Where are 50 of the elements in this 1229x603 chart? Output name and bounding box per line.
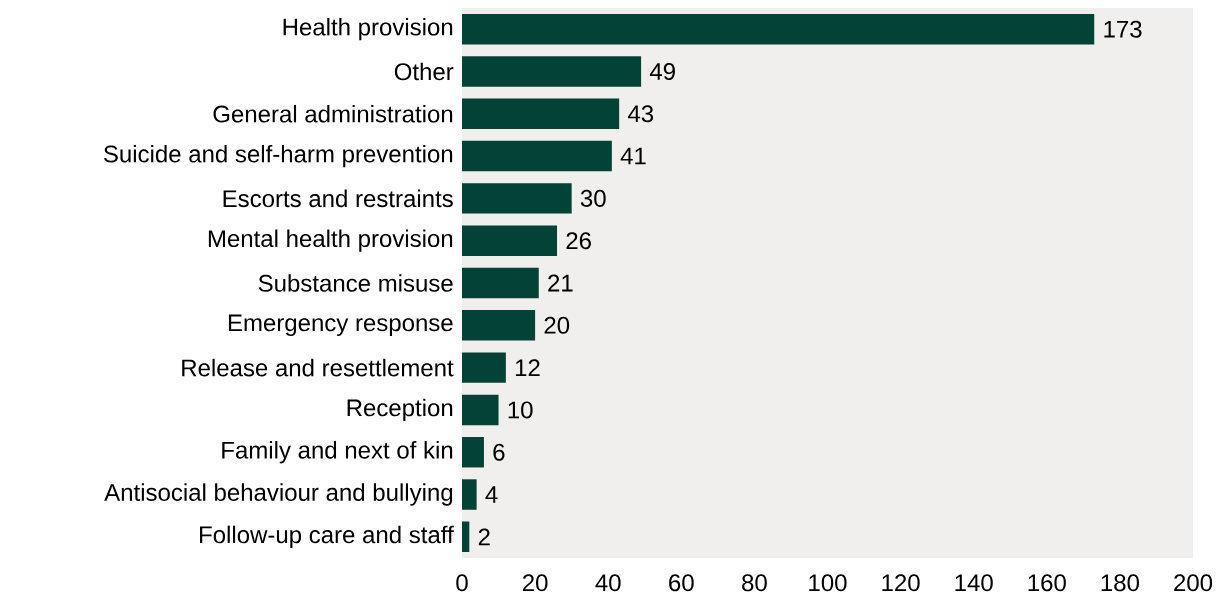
y-tick-label: Health provision xyxy=(283,17,453,41)
x-tick-label: 100 xyxy=(809,574,847,592)
x-tick-label: 20 xyxy=(522,574,548,592)
x-tick-label: 140 xyxy=(955,574,993,592)
y-tick-label: Antisocial behaviour and bullying xyxy=(104,483,453,506)
bar xyxy=(462,267,539,299)
y-tick-label: Follow-up care and staff xyxy=(200,525,454,549)
x-tick-label: 120 xyxy=(882,574,920,592)
y-tick-label: Suicide and self-harm prevention xyxy=(103,144,453,168)
x-tick-label: 0 xyxy=(456,574,468,592)
data-label: 2 xyxy=(478,528,490,546)
data-label: 20 xyxy=(544,316,570,334)
data-label: 26 xyxy=(566,232,591,250)
bar xyxy=(462,479,477,510)
data-label: 21 xyxy=(548,274,573,292)
x-tick-label: 40 xyxy=(595,574,621,592)
data-label: 43 xyxy=(627,105,654,123)
y-tick-label: Escorts and restraints xyxy=(223,189,453,208)
bar xyxy=(462,98,620,129)
data-label: 30 xyxy=(580,189,606,207)
bar xyxy=(462,437,484,468)
data-label: 173 xyxy=(1104,20,1142,38)
x-tick-label: 200 xyxy=(1174,574,1213,592)
bar xyxy=(462,352,506,383)
bar xyxy=(462,183,572,214)
bar xyxy=(462,394,499,426)
y-tick-label: Family and next of kin xyxy=(222,441,453,464)
x-tick-label: 180 xyxy=(1101,574,1139,592)
x-tick-label: 160 xyxy=(1028,574,1066,592)
bar xyxy=(462,521,470,553)
y-tick-label: General administration xyxy=(213,104,453,123)
data-label: 4 xyxy=(485,486,498,503)
data-label: 10 xyxy=(508,401,533,419)
data-label: 6 xyxy=(493,443,505,461)
y-tick-label: Other xyxy=(394,62,454,81)
bar xyxy=(462,310,536,341)
bar xyxy=(462,56,642,87)
y-tick-label: Reception xyxy=(347,398,453,422)
bar xyxy=(462,13,1095,45)
x-tick-label: 60 xyxy=(669,574,694,592)
y-tick-label: Release and resettlement xyxy=(182,358,454,377)
y-tick-label: Emergency response xyxy=(228,314,453,337)
data-label: 12 xyxy=(515,359,540,376)
data-label: 41 xyxy=(620,147,646,165)
bar xyxy=(462,140,612,172)
x-tick-label: 80 xyxy=(742,574,767,592)
y-tick-label: Mental health provision xyxy=(208,229,453,252)
bar xyxy=(462,225,558,256)
y-tick-label: Substance misuse xyxy=(258,274,453,292)
data-label: 49 xyxy=(649,62,675,80)
